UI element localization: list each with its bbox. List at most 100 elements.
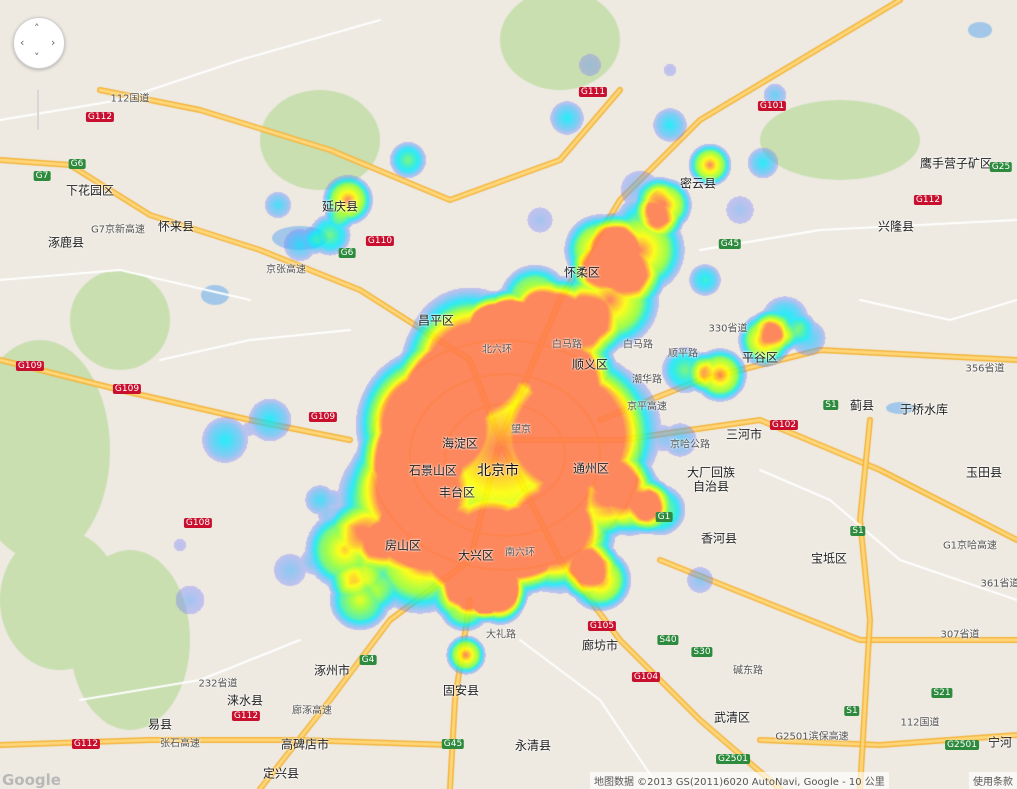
road-label: 大礼路	[486, 629, 516, 641]
place-label: 昌平区	[417, 313, 455, 328]
place-label: 大兴区	[457, 548, 495, 563]
pan-control[interactable]: ˄ ˅ ‹ ›	[13, 17, 65, 69]
place-label: 固安县	[442, 683, 480, 698]
road-label: 廊涿高速	[292, 705, 332, 717]
place-label: 自治县	[692, 479, 730, 494]
place-label: 顺义区	[571, 357, 609, 372]
place-label: 三河市	[725, 427, 763, 442]
highway-shield: G109	[308, 412, 338, 422]
place-label: 平谷区	[741, 350, 779, 365]
place-label: 涿州市	[313, 663, 351, 678]
highway-shield: G101	[757, 101, 787, 111]
highway-shield: G2501	[945, 740, 979, 750]
zoom-slider[interactable]	[37, 90, 39, 130]
place-label: 武清区	[713, 710, 751, 725]
place-label: 廊坊市	[581, 638, 619, 653]
place-label: 涿鹿县	[47, 235, 85, 250]
road-label: 白马路	[623, 339, 653, 351]
highway-shield: G112	[231, 711, 261, 721]
highway-shield: S21	[931, 688, 953, 698]
place-label: 于桥水库	[899, 402, 949, 417]
highway-shield: G25	[989, 162, 1013, 172]
place-label: 鹰手营子矿区	[919, 156, 993, 171]
highway-shield: G112	[913, 195, 943, 205]
road-label: 北六环	[482, 344, 512, 356]
place-label: 玉田县	[965, 465, 1003, 480]
highway-shield: S30	[691, 647, 713, 657]
highway-shield: G112	[85, 112, 115, 122]
road-label: 张石高速	[160, 738, 200, 750]
road-label: 232省道	[198, 678, 238, 690]
road-label: G2501滨保高速	[775, 731, 849, 743]
road-label: 京哈公路	[670, 439, 710, 451]
place-label: 丰台区	[438, 485, 476, 500]
road-label: 望京	[511, 424, 531, 436]
place-label: 高碑店市	[280, 737, 330, 752]
terms-link[interactable]: 使用条款	[969, 772, 1017, 789]
highway-shield: G104	[631, 672, 661, 682]
place-label: 易县	[147, 717, 173, 732]
place-label: 海淀区	[441, 436, 479, 451]
place-label: 石景山区	[408, 463, 458, 478]
highway-shield: S1	[823, 400, 839, 410]
highway-shield: G109	[112, 384, 142, 394]
road-label: G7京新高速	[90, 224, 146, 236]
place-label: 香河县	[700, 531, 738, 546]
road-label: 330省道	[708, 323, 748, 335]
road-label: 顺平路	[668, 348, 698, 360]
pan-left-icon[interactable]: ‹	[20, 36, 25, 49]
highway-shield: G6	[338, 248, 356, 258]
pan-up-icon[interactable]: ˄	[34, 22, 40, 35]
highway-shield: G7	[33, 171, 51, 181]
road-label: 潮华路	[632, 374, 662, 386]
highway-shield: G108	[183, 518, 213, 528]
place-label: 延庆县	[321, 199, 359, 214]
highway-shield: G105	[587, 621, 617, 631]
place-label: 北京市	[477, 463, 519, 479]
road-label: 307省道	[940, 629, 980, 641]
road-label: 南六环	[505, 547, 535, 559]
highway-shield: S1	[844, 706, 860, 716]
road-label: 356省道	[965, 363, 1005, 375]
highway-shield: G45	[441, 739, 465, 749]
place-label: 怀柔区	[563, 265, 601, 280]
highway-shield: S40	[657, 635, 679, 645]
road-label: 碱东路	[733, 665, 763, 677]
highway-shield: G109	[15, 361, 45, 371]
road-label: 112国道	[900, 717, 940, 729]
pan-right-icon[interactable]: ›	[51, 36, 56, 49]
place-label: 怀来县	[157, 219, 195, 234]
place-label: 蓟县	[849, 398, 875, 413]
pan-down-icon[interactable]: ˅	[34, 51, 40, 64]
place-label: 宁河	[987, 735, 1013, 750]
highway-shield: G2501	[716, 754, 750, 764]
road-label: 112国道	[110, 93, 150, 105]
place-label: 房山区	[384, 538, 422, 553]
place-label: 大厂回族	[686, 465, 736, 480]
google-logo[interactable]: Google	[2, 771, 61, 789]
highway-shield: G1	[655, 512, 673, 522]
highway-shield: G45	[718, 239, 742, 249]
place-label: 永清县	[514, 738, 552, 753]
road-label: 京张高速	[266, 264, 306, 276]
place-label: 密云县	[679, 176, 717, 191]
highway-shield: G6	[68, 159, 86, 169]
highway-shield: S1	[850, 526, 866, 536]
place-label: 定兴县	[262, 766, 300, 781]
place-label: 涞水县	[226, 693, 264, 708]
road-label: 京平高速	[627, 401, 667, 413]
place-label: 通州区	[572, 461, 610, 476]
road-label: G1京哈高速	[942, 540, 998, 552]
highway-shield: G112	[71, 739, 101, 749]
highway-shield: G110	[365, 236, 395, 246]
highway-shield: G4	[359, 655, 377, 665]
road-label: 361省道	[980, 578, 1017, 590]
place-label: 兴隆县	[877, 219, 915, 234]
place-label: 下花园区	[65, 183, 115, 198]
highway-shield: G102	[769, 420, 799, 430]
map-attribution: 地图数据 ©2013 GS(2011)6020 AutoNavi, Google…	[590, 772, 889, 789]
highway-shield: G111	[578, 87, 608, 97]
place-label: 宝坻区	[810, 551, 848, 566]
road-label: 白马路	[552, 339, 582, 351]
